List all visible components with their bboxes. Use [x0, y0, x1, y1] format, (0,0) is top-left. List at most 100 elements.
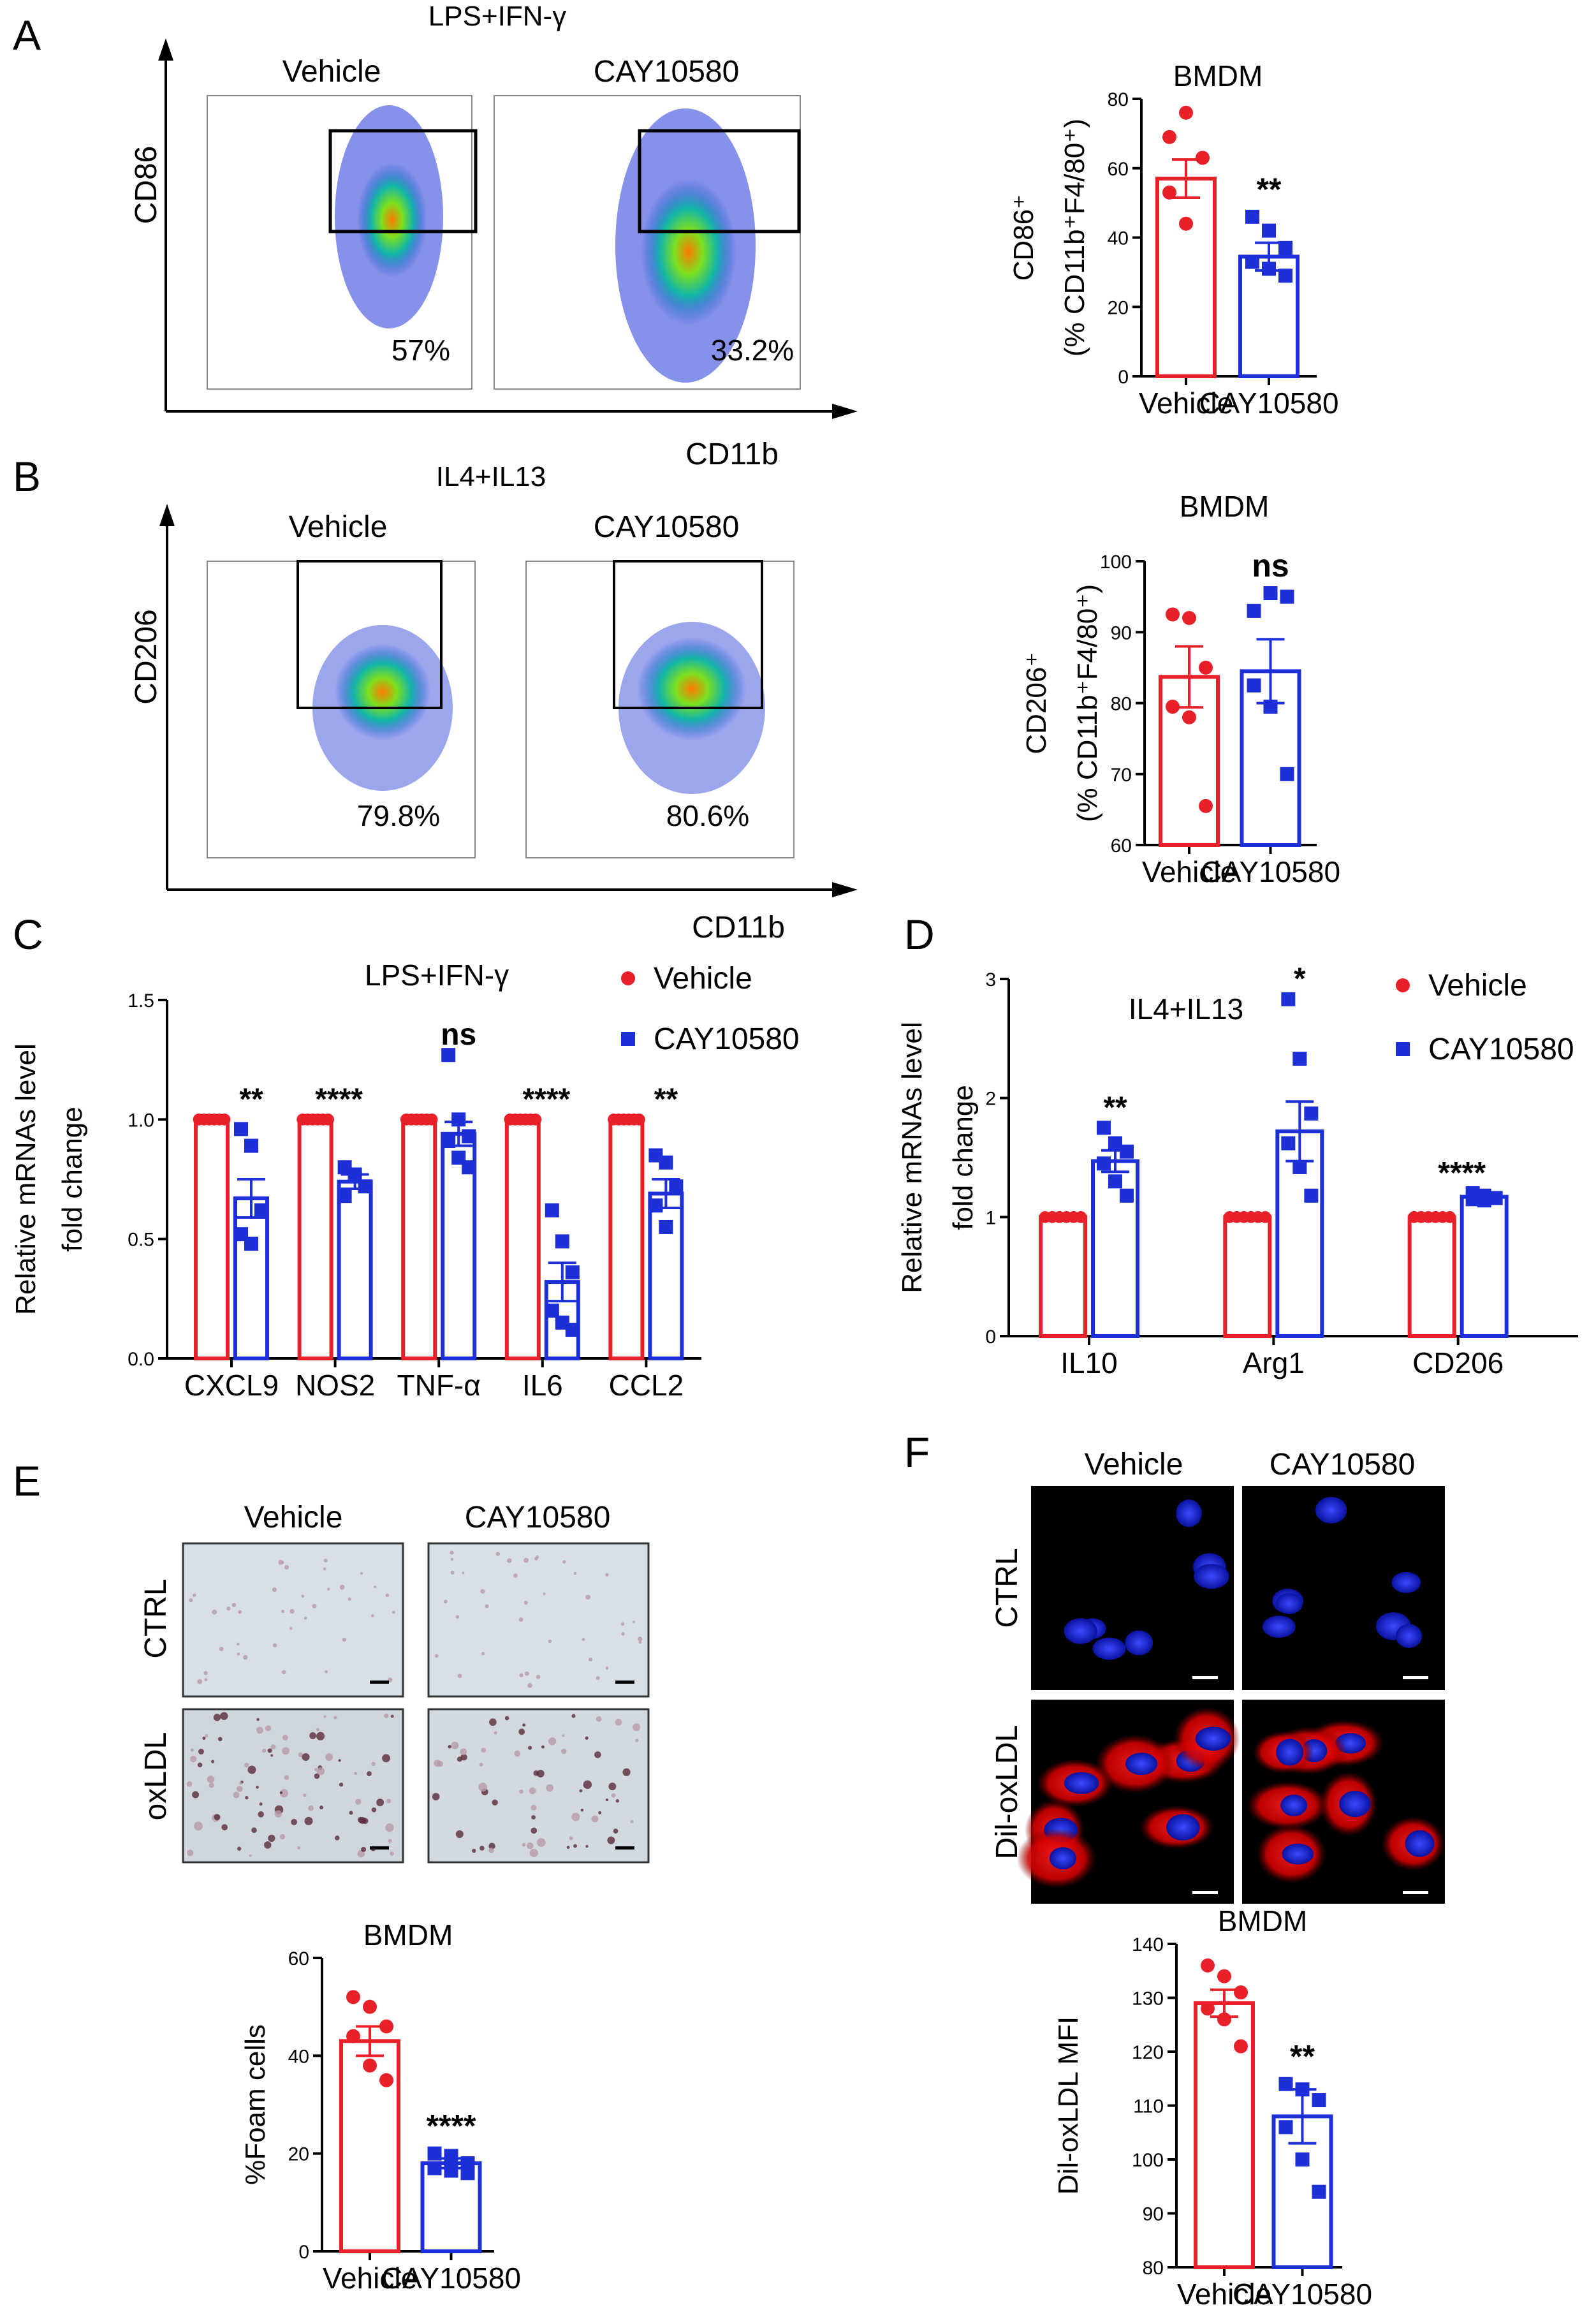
cell-speckle: [226, 1607, 231, 1611]
flow-b-pct-vehicle: 79.8%: [357, 799, 440, 832]
cell-speckle: [385, 1593, 390, 1598]
data-point: [379, 2019, 393, 2034]
cell-speckle: [451, 1741, 459, 1749]
nucleus: [1391, 1571, 1421, 1593]
nucleus: [1092, 1637, 1126, 1660]
cell-speckle: [217, 1737, 223, 1742]
cell-speckle: [488, 1843, 495, 1850]
scale-bar: [615, 1681, 634, 1684]
cell-speckle: [284, 1775, 289, 1780]
x-tick-label: CAY10580: [1233, 2277, 1372, 2311]
cell-speckle: [605, 1798, 609, 1802]
data-point: [218, 1113, 231, 1126]
cell-speckle: [238, 1610, 242, 1614]
data-point: [1312, 2184, 1326, 2199]
significance-label: **: [1103, 1091, 1127, 1124]
cell-speckle: [388, 1839, 392, 1843]
cell-speckle: [319, 1806, 323, 1810]
x-tick-label: Vehicle: [1142, 855, 1236, 888]
cell-speckle: [562, 1734, 565, 1737]
flow-a-core-cay: [641, 179, 736, 325]
flow-a-gate-cay: [638, 129, 801, 233]
bar: [339, 2039, 400, 2253]
cell-speckle: [220, 1712, 228, 1720]
cell-speckle: [304, 1816, 313, 1825]
cell-speckle: [279, 1789, 288, 1798]
data-point: [1196, 151, 1210, 165]
cell-speckle: [479, 1763, 483, 1767]
cell-speckle: [504, 1716, 509, 1721]
cell-speckle: [282, 1747, 289, 1755]
data-point: [1278, 268, 1292, 283]
nucleus: [1166, 1814, 1200, 1841]
y-axis-label: (% CD11b⁺F4/80⁺): [1072, 584, 1103, 822]
data-point: [1199, 798, 1213, 813]
data-point: [1263, 586, 1278, 601]
flow-b-core-vehicle: [335, 644, 430, 740]
nucleus: [1282, 1843, 1314, 1865]
cell-speckle: [531, 1815, 536, 1820]
cell-speckle: [489, 1718, 497, 1726]
y-tick-label: 0: [985, 1327, 996, 1348]
data-point: [444, 2149, 458, 2163]
data-point: [659, 1155, 673, 1170]
cell-speckle: [432, 1793, 440, 1800]
scale-bar: [1192, 1891, 1218, 1894]
cell-speckle: [536, 1769, 545, 1777]
cell-speckle: [580, 1808, 584, 1812]
scale-bar: [1403, 1891, 1428, 1894]
cell-speckle: [390, 1714, 394, 1718]
cell-speckle: [237, 1652, 240, 1656]
x-tick-label: Vehicle: [1177, 2277, 1271, 2311]
data-point: [1280, 589, 1294, 604]
y-axis-label: Dil-oxLDL MFI: [1053, 2017, 1084, 2195]
flow-b-y-marker: CD206: [129, 609, 163, 704]
cell-speckle: [472, 1848, 476, 1853]
data-point: [1295, 2082, 1310, 2097]
micro-f-col-vehicle: Vehicle: [1085, 1448, 1183, 1482]
micro-e-oxldl-vehicle: [182, 1708, 404, 1864]
cell-speckle: [513, 1573, 518, 1578]
data-point: [1179, 216, 1193, 231]
cell-speckle: [190, 1748, 194, 1752]
cell-speckle: [605, 1573, 609, 1577]
cell-speckle: [209, 1783, 214, 1788]
panel-label-b: B: [13, 453, 41, 500]
data-point: [1278, 2120, 1293, 2135]
cell-speckle: [548, 1737, 557, 1746]
data-point: [1234, 1985, 1248, 2000]
nucleus: [1194, 1564, 1229, 1589]
data-point: [1247, 678, 1261, 693]
data-point: [565, 1323, 580, 1337]
data-point: [659, 1219, 673, 1234]
cell-speckle: [384, 1713, 389, 1718]
panel-e-micrographs: Vehicle CAY10580 CTRL oxLDL: [139, 1501, 650, 1864]
cell-speckle: [478, 1783, 488, 1792]
chart-d-mrna-il4: 0 1 2 3 IL4+IL13 Relative mRNAs level fold cha…: [897, 962, 1578, 1379]
flow-a-gate-vehicle: [328, 129, 478, 233]
scale-bar: [370, 1846, 389, 1850]
flow-b-y-arrow: [159, 504, 175, 526]
cell-speckle: [481, 1747, 487, 1753]
cell-speckle: [237, 1785, 243, 1792]
significance-label: *: [1294, 962, 1306, 996]
cell-speckle: [450, 1550, 454, 1555]
nucleus: [1064, 1772, 1099, 1795]
y-tick-label: 120: [1132, 2042, 1164, 2063]
cell-speckle: [450, 1570, 455, 1575]
data-point: [1108, 1174, 1122, 1189]
micro-e-row-oxldl: oxLDL: [139, 1732, 173, 1821]
y-axis-label: CD206⁺: [1021, 652, 1052, 754]
cell-speckle: [488, 1848, 494, 1853]
panel-b-flow: IL4+IL13 Vehicle CAY10580 CD206 CD11b 79…: [129, 461, 858, 945]
cell-speckle: [359, 1816, 366, 1824]
y-tick-label: 20: [1108, 297, 1129, 318]
cell-speckle: [562, 1560, 566, 1564]
cell-speckle: [523, 1600, 528, 1605]
panel-label-c: C: [13, 911, 43, 958]
data-point: [322, 1113, 334, 1126]
data-point: [1201, 2001, 1215, 2016]
nucleus: [1315, 1497, 1347, 1524]
data-point: [1120, 1144, 1134, 1159]
x-tick-label: CCL2: [609, 1369, 684, 1402]
